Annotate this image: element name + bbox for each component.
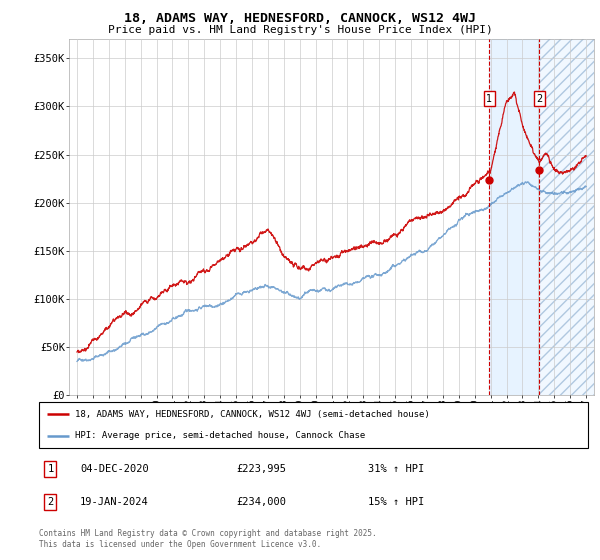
Text: 18, ADAMS WAY, HEDNESFORD, CANNOCK, WS12 4WJ (semi-detached house): 18, ADAMS WAY, HEDNESFORD, CANNOCK, WS12… — [74, 410, 430, 419]
Text: £234,000: £234,000 — [236, 497, 287, 507]
Text: 15% ↑ HPI: 15% ↑ HPI — [368, 497, 425, 507]
Text: 31% ↑ HPI: 31% ↑ HPI — [368, 464, 425, 474]
Bar — [539, 39, 594, 395]
Text: 04-DEC-2020: 04-DEC-2020 — [80, 464, 149, 474]
Text: Contains HM Land Registry data © Crown copyright and database right 2025.
This d: Contains HM Land Registry data © Crown c… — [39, 529, 377, 549]
Text: Price paid vs. HM Land Registry's House Price Index (HPI): Price paid vs. HM Land Registry's House … — [107, 25, 493, 35]
Bar — [490, 39, 539, 395]
Text: 18, ADAMS WAY, HEDNESFORD, CANNOCK, WS12 4WJ: 18, ADAMS WAY, HEDNESFORD, CANNOCK, WS12… — [124, 12, 476, 25]
FancyBboxPatch shape — [39, 402, 588, 448]
Text: 2: 2 — [536, 94, 542, 104]
Text: 2: 2 — [47, 497, 53, 507]
Text: 1: 1 — [47, 464, 53, 474]
Text: 1: 1 — [486, 94, 493, 104]
Bar — [539, 39, 594, 395]
Text: 19-JAN-2024: 19-JAN-2024 — [80, 497, 149, 507]
Text: HPI: Average price, semi-detached house, Cannock Chase: HPI: Average price, semi-detached house,… — [74, 431, 365, 440]
Text: £223,995: £223,995 — [236, 464, 287, 474]
